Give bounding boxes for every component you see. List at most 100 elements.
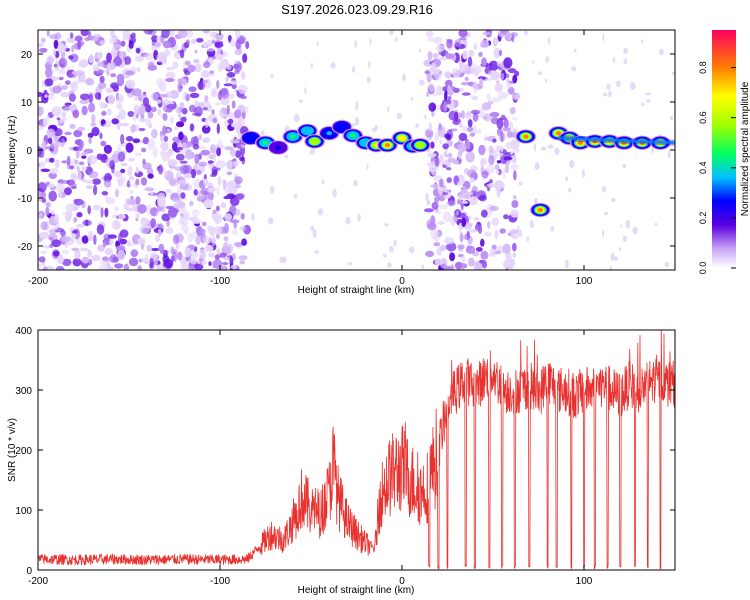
noise-blob <box>465 245 476 254</box>
noise-blob <box>88 171 99 179</box>
noise-blob <box>449 252 456 262</box>
noise-blob <box>106 174 113 181</box>
noise-blob <box>116 93 124 104</box>
noise-blob <box>204 78 212 89</box>
noise-blob <box>469 196 478 206</box>
noise-blob <box>120 122 130 127</box>
noise-blob <box>99 259 108 267</box>
noise-blob <box>427 152 437 158</box>
noise-blob <box>97 266 108 270</box>
noise-blob <box>467 81 474 87</box>
noise-blob <box>109 160 115 170</box>
noise-blob <box>130 124 136 133</box>
noise-blob <box>123 203 129 211</box>
noise-blob <box>500 145 504 153</box>
chart-title: S197.2026.023.09.29.R16 <box>281 2 433 17</box>
noise-blob <box>175 106 181 114</box>
noise-blob <box>167 159 178 167</box>
noise-blob <box>114 206 119 212</box>
noise-blob <box>97 62 104 67</box>
noise-blob <box>56 138 64 143</box>
noise-blob <box>366 164 369 170</box>
noise-blob <box>229 148 236 157</box>
noise-blob <box>233 241 244 247</box>
noise-blob <box>59 187 63 198</box>
noise-blob <box>208 261 212 266</box>
noise-blob <box>115 245 126 252</box>
noise-blob <box>489 182 493 187</box>
noise-blob <box>165 71 176 79</box>
noise-blob <box>463 167 470 175</box>
noise-blob <box>345 216 351 225</box>
noise-blob <box>493 48 501 59</box>
noise-blob <box>54 159 60 169</box>
noise-blob <box>135 166 139 174</box>
noise-blob <box>468 257 475 267</box>
noise-blob <box>640 102 645 107</box>
noise-blob <box>180 116 187 122</box>
noise-blob <box>444 79 453 88</box>
noise-blob <box>434 196 440 203</box>
noise-blob <box>447 84 452 94</box>
noise-blob <box>509 106 516 115</box>
noise-blob <box>211 236 216 247</box>
noise-blob <box>214 254 220 260</box>
noise-blob <box>218 252 227 258</box>
noise-blob <box>526 236 530 242</box>
noise-blob <box>384 223 389 227</box>
noise-blob <box>443 101 448 112</box>
noise-blob <box>157 108 161 116</box>
noise-blob <box>509 121 513 129</box>
noise-blob <box>492 138 497 143</box>
spectrogram-frame <box>37 29 676 271</box>
noise-blob <box>465 140 471 150</box>
noise-blob <box>72 109 80 119</box>
noise-blob <box>143 30 154 35</box>
x-tick-label: 0 <box>399 576 405 587</box>
noise-blob <box>201 260 207 265</box>
noise-blob <box>193 59 200 64</box>
noise-blob <box>68 104 78 111</box>
noise-blob <box>240 71 246 80</box>
noise-blob <box>664 261 670 268</box>
noise-blob <box>500 72 505 81</box>
noise-blob <box>230 219 240 224</box>
noise-blob <box>426 162 435 166</box>
noise-blob <box>204 95 209 103</box>
noise-blob <box>128 257 139 267</box>
noise-blob <box>49 157 55 163</box>
noise-blob <box>389 30 394 36</box>
noise-blob <box>154 235 161 242</box>
noise-blob <box>72 80 80 85</box>
noise-blob <box>124 56 132 65</box>
noise-blob <box>168 177 177 186</box>
noise-blob <box>174 125 179 131</box>
noise-blob <box>57 42 65 54</box>
noise-blob <box>142 227 150 234</box>
noise-blob <box>234 208 241 216</box>
noise-blob <box>434 157 440 168</box>
noise-blob <box>569 160 575 169</box>
noise-blob <box>166 66 175 71</box>
noise-blob <box>430 61 437 69</box>
noise-blob <box>467 119 473 128</box>
noise-blob <box>211 87 218 95</box>
noise-blob <box>317 208 323 216</box>
noise-blob <box>182 78 188 86</box>
noise-blob <box>452 87 460 93</box>
noise-blob <box>71 44 75 53</box>
noise-blob <box>99 101 105 109</box>
noise-blob <box>197 80 206 91</box>
noise-blob <box>222 262 229 266</box>
noise-blob <box>201 124 211 134</box>
noise-blob <box>199 248 207 260</box>
noise-blob <box>79 161 85 166</box>
noise-blob <box>159 249 169 255</box>
noise-blob <box>78 61 88 68</box>
noise-blob <box>461 200 469 204</box>
noise-blob <box>122 35 132 41</box>
noise-blob <box>434 69 442 81</box>
noise-blob <box>604 211 609 216</box>
noise-blob <box>430 141 435 149</box>
noise-blob <box>511 117 519 121</box>
